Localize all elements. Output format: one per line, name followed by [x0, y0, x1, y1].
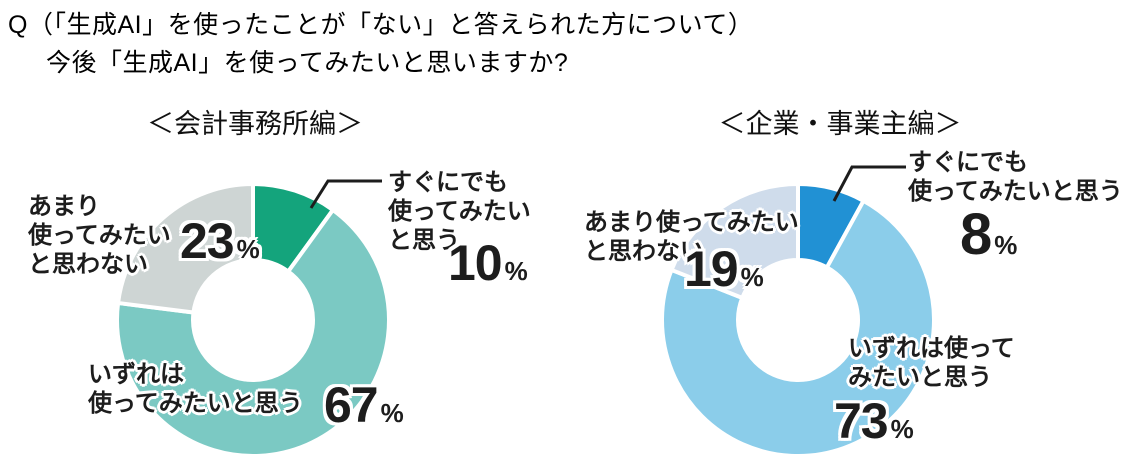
donut-left-slice-2 [116, 182, 255, 315]
label-line: 使ってみたい [28, 222, 171, 249]
label-right-not-really: あまり使ってみたい と思わない [584, 208, 799, 266]
donut-left-slice-1 [115, 207, 391, 458]
value-left-eventually: 67% [324, 380, 404, 430]
label-line: いずれは [88, 361, 184, 388]
value-left-not-really: 23% [180, 216, 260, 266]
value-unit: % [994, 230, 1018, 260]
value-unit: % [890, 414, 914, 444]
label-line: あまり [28, 193, 100, 220]
donut-right-slice-2 [669, 182, 800, 300]
donut-right-slice-1 [660, 198, 936, 458]
label-left-eventually: いずれは 使ってみたいと思う [88, 360, 303, 418]
label-line: いずれは使って [848, 335, 1015, 362]
value-number: 10 [448, 235, 503, 291]
value-unit: % [504, 256, 528, 286]
value-number: 73 [834, 393, 889, 449]
label-line: と思わない [28, 251, 148, 278]
value-unit: % [380, 398, 404, 428]
label-line: 使ってみたいと思う [88, 390, 303, 417]
label-line: みたいと思う [848, 364, 992, 391]
question-line-1: Q（「生成AI」を使ったことが「ない」と答えられた方について） [8, 11, 754, 39]
value-unit: % [236, 234, 260, 264]
value-number: 19 [684, 241, 739, 297]
value-right-immediately: 8% [960, 206, 1017, 264]
label-left-not-really: あまり 使ってみたい と思わない [28, 192, 171, 279]
value-unit: % [740, 262, 764, 292]
value-right-eventually: 73% [834, 396, 914, 446]
chart-title-companies: ＜企業・事業主編＞ [718, 109, 962, 139]
question-line-2: 今後「生成AI」を使ってみたいと思いますか? [46, 49, 569, 77]
value-number: 23 [180, 213, 235, 269]
value-number: 8 [960, 202, 992, 267]
chart-title-accounting-firms: ＜会計事務所編＞ [147, 109, 363, 139]
label-right-eventually: いずれは使って みたいと思う [848, 334, 1015, 392]
label-line: と思わない [584, 238, 704, 265]
label-line: 使ってみたい [388, 198, 531, 225]
label-left-immediately: すぐにでも 使ってみたい と思う [388, 168, 531, 255]
label-right-immediately: すぐにでも 使ってみたいと思う [908, 148, 1123, 206]
value-left-immediately: 10% [448, 238, 528, 288]
label-line: あまり使ってみたい [584, 209, 799, 236]
callout-line-right [832, 165, 906, 202]
value-number: 67 [324, 377, 379, 433]
label-line: すぐにでも [908, 149, 1028, 176]
label-line: と思う [388, 227, 460, 254]
label-line: すぐにでも [388, 169, 508, 196]
value-right-not-really: 19% [684, 244, 764, 294]
label-line: 使ってみたいと思う [908, 178, 1123, 205]
callout-line-left [309, 179, 382, 209]
